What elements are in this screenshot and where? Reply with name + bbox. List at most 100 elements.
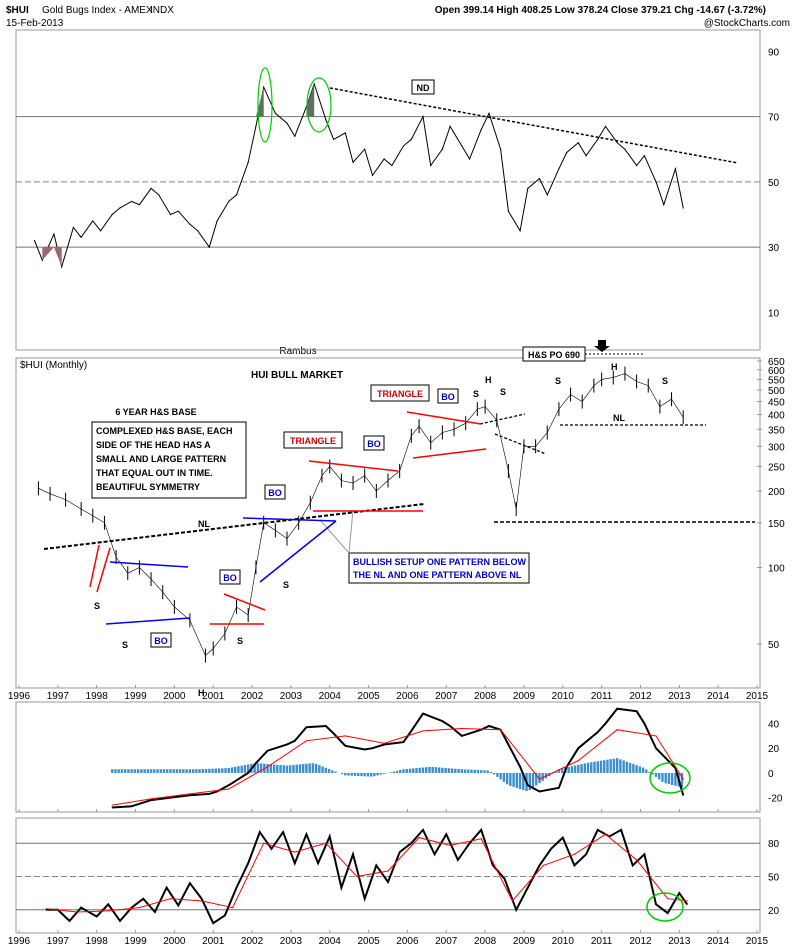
x-tick-label: 2005	[357, 936, 380, 947]
top-indicator-point	[441, 148, 443, 150]
top-indicator-point	[546, 194, 548, 196]
bottom-series-point	[154, 911, 156, 913]
histogram-bar	[622, 760, 625, 773]
histogram-bar	[680, 772, 684, 788]
bottom-series-point	[399, 851, 401, 853]
histogram-bar	[114, 769, 117, 773]
histogram-bar	[295, 764, 298, 773]
top-indicator-point	[274, 112, 276, 114]
letter-h: H	[611, 362, 618, 372]
ohlc-readout: Open 399.14 High 408.25 Low 378.24 Close…	[435, 5, 766, 16]
letter-h: H	[485, 375, 492, 385]
y-tick-label: 200	[768, 487, 785, 498]
top-indicator-point	[655, 181, 657, 183]
mid-series-point	[266, 766, 269, 768]
bottom-series-point	[96, 915, 98, 918]
top-indicator-point	[150, 187, 152, 189]
histogram-bar	[424, 767, 428, 773]
y-tick-label: 90	[768, 47, 780, 58]
histogram-bar	[201, 769, 205, 773]
x-tick-label: 2008	[474, 691, 497, 702]
histogram-bar	[654, 772, 658, 777]
bottom-series-point	[387, 870, 389, 872]
top-indicator-point	[255, 125, 257, 127]
histogram-bar	[143, 769, 146, 773]
y-tick-label: -20	[768, 794, 783, 805]
bottom-series-point	[667, 912, 669, 914]
histogram-bar	[389, 772, 392, 773]
histogram-bar	[340, 772, 344, 775]
mid-series-point	[305, 726, 308, 728]
y-tick-label: 80	[768, 839, 780, 850]
histogram-bar	[470, 769, 473, 773]
bottom-series-point	[294, 851, 296, 853]
bo-label: BO	[154, 636, 168, 646]
nl-label-main: NL	[198, 519, 210, 529]
histogram-bar	[596, 761, 599, 773]
mid-series-point	[325, 725, 327, 727]
x-tick-label: 1999	[124, 936, 147, 947]
histogram-bar	[463, 769, 467, 773]
histogram-bar	[195, 769, 198, 773]
x-tick-label: 2003	[280, 691, 303, 702]
bottom-series-point	[635, 859, 638, 861]
histogram-bar	[515, 772, 519, 788]
mid-series-point	[255, 762, 257, 764]
histogram-bar	[405, 768, 408, 773]
pattern-letters: S S H S S H S S S H S	[94, 362, 668, 698]
letter-s: S	[94, 601, 100, 611]
mid-series-point	[410, 730, 412, 732]
triangle-label-1: TRIANGLE	[290, 436, 336, 446]
top-indicator-point	[507, 210, 510, 212]
histogram-bar	[560, 768, 564, 773]
histogram-bar	[492, 772, 496, 775]
overshoot-shade	[255, 87, 264, 117]
histogram-bar	[353, 772, 357, 776]
top-indicator-point	[61, 266, 63, 268]
histogram-bar	[224, 768, 227, 773]
mid-series-point	[488, 725, 490, 727]
base-note-line-2: SIDE OF THE HEAD HAS A	[96, 440, 211, 450]
histogram-bar	[172, 769, 175, 773]
bottom-series-point	[480, 829, 482, 831]
mid-series-point	[216, 790, 218, 793]
top-indicator-point	[72, 226, 74, 229]
mid-series-point	[286, 743, 288, 746]
mid-series-point	[500, 729, 502, 731]
top-indicator-point	[480, 129, 482, 131]
histogram-bar	[583, 763, 586, 773]
histogram-bar	[240, 765, 243, 773]
triangle-label-2: TRIANGLE	[377, 389, 423, 399]
mid-series-point	[597, 731, 599, 733]
histogram-bar	[292, 764, 295, 773]
histogram-bar	[347, 772, 350, 776]
histogram-bar	[269, 764, 273, 773]
y-tick-label: 40	[768, 720, 780, 731]
histogram-bar	[276, 764, 279, 773]
histogram-bar	[272, 764, 276, 773]
histogram-bar	[185, 769, 188, 773]
top-indicator-point	[286, 122, 288, 124]
histogram-bar	[191, 769, 195, 773]
y-tick-label: 70	[768, 113, 780, 124]
histogram-bar	[395, 770, 399, 773]
base-note-line-4: THAT EQUAL OUT IN TIME.	[96, 468, 213, 478]
symbol: $HUI	[6, 5, 29, 16]
top-indicator-point	[674, 168, 677, 170]
top-indicator-point	[488, 112, 490, 114]
bottom-series-point	[212, 922, 214, 924]
top-indicator-point	[169, 213, 172, 216]
bullish-pointer-2	[348, 509, 354, 554]
histogram-bar	[554, 771, 557, 773]
histogram-bar	[234, 766, 237, 773]
x-tick-label: 2004	[319, 691, 342, 702]
histogram-bar	[230, 767, 234, 773]
bottom-series-point	[325, 842, 327, 844]
histogram-bar	[606, 759, 609, 773]
x-tick-label: 2003	[280, 936, 303, 947]
top-indicator-point	[449, 125, 451, 127]
histogram-bar	[169, 769, 172, 773]
histogram-bar	[447, 768, 451, 773]
bottom-series-point	[68, 920, 71, 922]
x-tick-label: 2012	[629, 936, 652, 947]
